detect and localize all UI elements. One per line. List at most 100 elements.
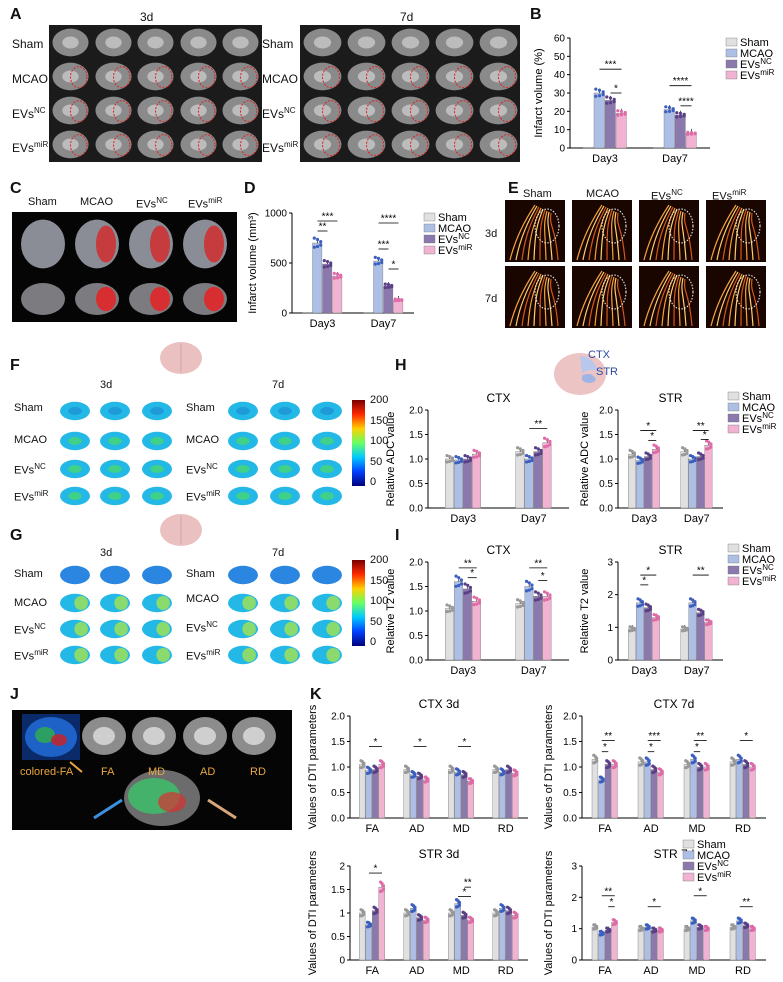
t2-map [100,645,130,665]
data-point [373,262,377,266]
bar [650,930,658,961]
colorbar-tick-label: 200 [370,554,389,566]
data-point [697,923,701,927]
adc-map [312,401,342,421]
bar [461,915,468,961]
mri-slice-7d [479,96,518,125]
significance-label: ** [697,566,705,577]
chart-h-str: STR Relative ADC value 0.0 0.5 1.0 1.5 2.0 Day3… [579,391,777,525]
mri-slice-7d [347,62,386,91]
data-point [457,455,461,460]
adc-map [60,431,90,451]
bar [749,928,756,961]
data-point [638,461,642,465]
data-point [675,115,679,119]
y-axis-label: Infarct volume (mm³) [247,212,259,313]
data-point [608,928,612,932]
y-axis-label: Values of DTI parameters [543,704,555,829]
significance-label: ** [604,886,612,897]
j-label-colored-fa: colored-FA [20,766,74,778]
y-tick-label: 1.0 [599,455,613,466]
data-point [373,770,378,774]
data-point [691,459,695,464]
legend-swatch [725,48,738,58]
bar [467,919,474,961]
e-label-mcao: MCAO [586,188,619,200]
bar [515,603,525,661]
data-point [703,924,707,929]
data-point [660,928,664,932]
t2-map [312,565,342,585]
data-point [749,924,753,929]
e-label-evsnc: EVsNC [651,188,683,203]
data-point [457,576,461,580]
legend-label: MCAO [740,48,773,60]
j-label-fa: FA [101,766,115,778]
data-point [515,605,520,609]
colorbar-tick-label: 50 [370,455,383,468]
data-point [688,597,693,601]
data-point [466,590,470,595]
data-point [376,256,381,260]
adc-map [270,459,300,479]
bar [492,769,499,819]
data-point [360,765,365,769]
brain-section-icon-f [160,342,202,374]
data-point [704,618,709,622]
data-point [683,628,687,633]
data-point [654,618,658,622]
mri-slice-7d [391,28,430,57]
data-point [329,263,333,268]
data-point [459,582,464,586]
x-tick-label: FA [366,965,380,977]
bar [363,312,374,314]
mri-slice-7d [479,62,518,91]
data-point [418,776,422,780]
data-point [657,926,661,930]
y-tick-label: 0.5 [409,479,423,490]
legend-label: MCAO [438,223,471,235]
data-point [651,926,655,930]
significance-label: ** [534,558,542,569]
brain-3d-view [183,219,227,269]
panel-label-k: K [310,686,322,703]
mri-slice-3d [52,130,89,159]
significance-label: * [463,737,467,748]
data-point [536,447,540,451]
data-point [696,451,701,455]
data-point [638,756,642,760]
chart-h-ctx: CTX Relative ADC value 0.0 0.5 1.0 1.5 2.0 Day3… [385,391,569,525]
bar [423,779,430,819]
data-point [548,439,552,444]
bar [729,761,737,819]
x-tick-label: MD [688,823,705,835]
data-point [527,588,531,592]
bar [332,275,343,314]
data-point [652,770,656,774]
bar [644,926,651,961]
significance-label: ** [604,731,612,742]
bar [696,612,705,661]
data-point [752,764,756,768]
bar [403,769,410,819]
data-point [457,769,462,773]
legend-swatch [725,37,738,47]
significance-label: * [541,571,545,582]
panel-label-c: C [10,180,22,197]
colorbar-tick-label: 200 [370,394,389,406]
data-point [536,597,540,602]
panel-label-i: I [395,527,400,544]
x-tick-label: RD [735,823,751,835]
data-point [459,578,464,582]
y-tick-label: 60 [554,34,566,45]
data-point [466,583,470,587]
colorbar-tick-label: 0 [370,636,377,648]
bar [410,908,417,961]
data-point [533,598,538,602]
row-label-evsmir-a7: EVsmiR [262,140,299,155]
data-point [685,765,689,769]
bar [423,919,430,961]
data-point [636,455,640,459]
significance-label: * [652,897,656,908]
data-point [542,445,547,449]
